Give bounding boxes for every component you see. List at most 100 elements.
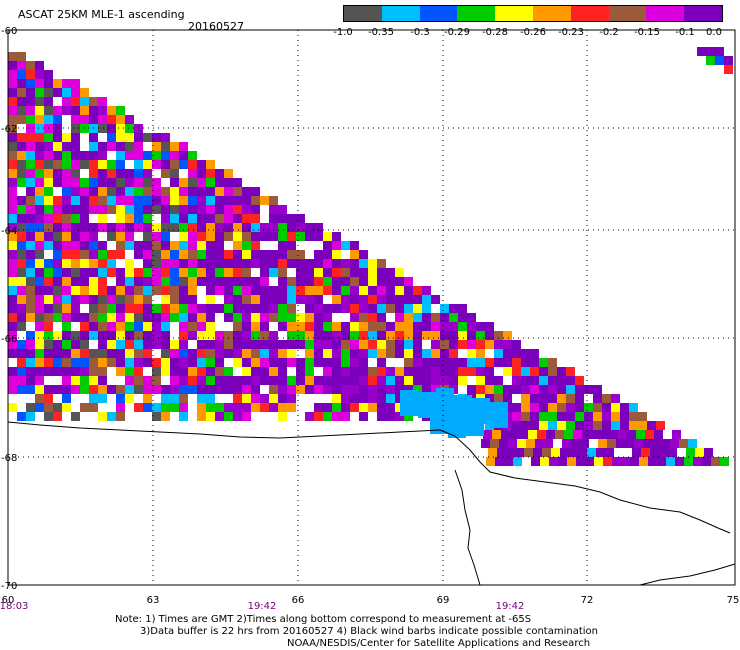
swath-cell [44,259,53,268]
swath-cell [170,196,179,205]
swath-cell [305,376,314,385]
swath-cell [134,349,143,358]
swath-cell [413,313,422,322]
swath-cell [368,385,377,394]
swath-cell [98,304,107,313]
swath-cell [179,178,188,187]
swath-cell [8,196,17,205]
swath-cell [278,403,287,412]
swath-cell [521,385,530,394]
swath-cell [440,304,449,313]
swath-cell [404,376,413,385]
swath-cell [377,322,386,331]
swath-cell [62,358,71,367]
swath-cell [161,259,170,268]
swath-cell [62,385,71,394]
swath-cell [490,439,499,448]
swath-cell [107,169,116,178]
swath-cell [611,412,620,421]
swath-cell [44,196,53,205]
swath-cell [535,439,544,448]
swath-cell [170,349,179,358]
swath-cell [305,340,314,349]
swath-cell [422,376,431,385]
swath-cell [521,394,530,403]
swath-cell [188,205,197,214]
swath-cell [260,376,269,385]
swath-cell [233,295,242,304]
swath-cell [134,178,143,187]
swath-cell [233,340,242,349]
swath-cell [260,223,269,232]
swath-cell [116,151,125,160]
swath-cell [80,178,89,187]
swath-cell [467,313,476,322]
swath-cell [44,151,53,160]
swath-cell [62,403,71,412]
swath-cell [125,205,134,214]
swath-cell [618,430,627,439]
swath-cell [62,313,71,322]
swath-cell [242,196,251,205]
swath-cell [35,178,44,187]
swath-cell [224,277,233,286]
swath-cell [53,196,62,205]
swath-cell [359,313,368,322]
swath-cell [269,376,278,385]
swath-cell [448,412,466,438]
swath-cell [62,322,71,331]
swath-cell [548,394,557,403]
swath-cell [233,187,242,196]
swath-cell [35,349,44,358]
swath-cell [350,340,359,349]
swath-cell [672,430,681,439]
swath-cell [287,232,296,241]
swath-cell [116,187,125,196]
swath-cell [224,268,233,277]
swath-cell [332,367,341,376]
swath-cell [161,412,170,421]
swath-cell [71,385,80,394]
swath-cell [152,304,161,313]
swath-cell [314,313,323,322]
swath-cell [368,403,377,412]
swath-cell [497,448,506,457]
swath-cell [98,214,107,223]
swath-cell [89,403,98,412]
swath-cell [35,277,44,286]
swath-cell [26,331,35,340]
swath-cell [639,457,648,466]
swath-cell [53,313,62,322]
swath-cell [557,403,566,412]
swath-cell [161,358,170,367]
swath-cell [188,385,197,394]
swath-cell [206,214,215,223]
swath-cell [332,232,341,241]
swath-cell [197,196,206,205]
swath-cell [278,268,287,277]
swath-cell [314,268,323,277]
swath-cell [53,412,62,421]
swath-cell [80,196,89,205]
swath-cell [233,394,242,403]
swath-cell [170,313,179,322]
swath-cell [584,412,593,421]
swath-cell [233,412,242,421]
swath-cell [107,412,116,421]
swath-cell [305,349,314,358]
swath-cell [107,304,116,313]
swath-cell [395,286,404,295]
swath-cell [98,178,107,187]
swath-cell [44,241,53,250]
swath-cell [44,412,53,421]
swath-cell [53,304,62,313]
swath-cell [179,142,188,151]
swath-cell [17,115,26,124]
swath-cell [35,313,44,322]
swath-cell [26,358,35,367]
swath-cell [413,286,422,295]
swath-cell [35,214,44,223]
swath-cell [125,394,134,403]
swath-cell [224,313,233,322]
swath-cell [26,70,35,79]
